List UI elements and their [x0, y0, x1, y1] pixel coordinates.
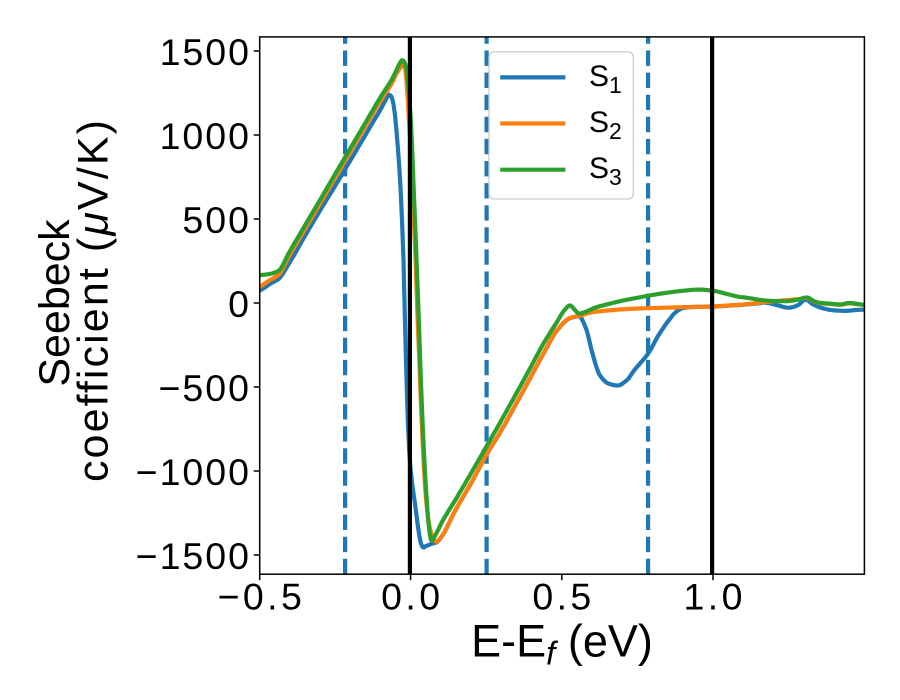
svg-text:0.5: 0.5 [532, 576, 594, 618]
svg-text:0.0: 0.0 [381, 576, 443, 618]
svg-text:−0.5: −0.5 [218, 576, 306, 618]
svg-text:1500: 1500 [160, 31, 251, 73]
svg-text:Seebeck: Seebeck [31, 219, 79, 387]
svg-text:1.0: 1.0 [684, 576, 746, 618]
svg-text:coefficient (μV/K): coefficient (μV/K) [70, 118, 118, 482]
svg-text:−1500: −1500 [136, 535, 251, 577]
svg-text:−500: −500 [159, 367, 251, 409]
svg-text:1000: 1000 [160, 115, 251, 157]
svg-text:E-Ef (eV): E-Ef (eV) [471, 616, 653, 672]
svg-text:500: 500 [182, 199, 251, 241]
svg-text:−1000: −1000 [136, 451, 251, 493]
svg-text:0: 0 [228, 283, 251, 325]
